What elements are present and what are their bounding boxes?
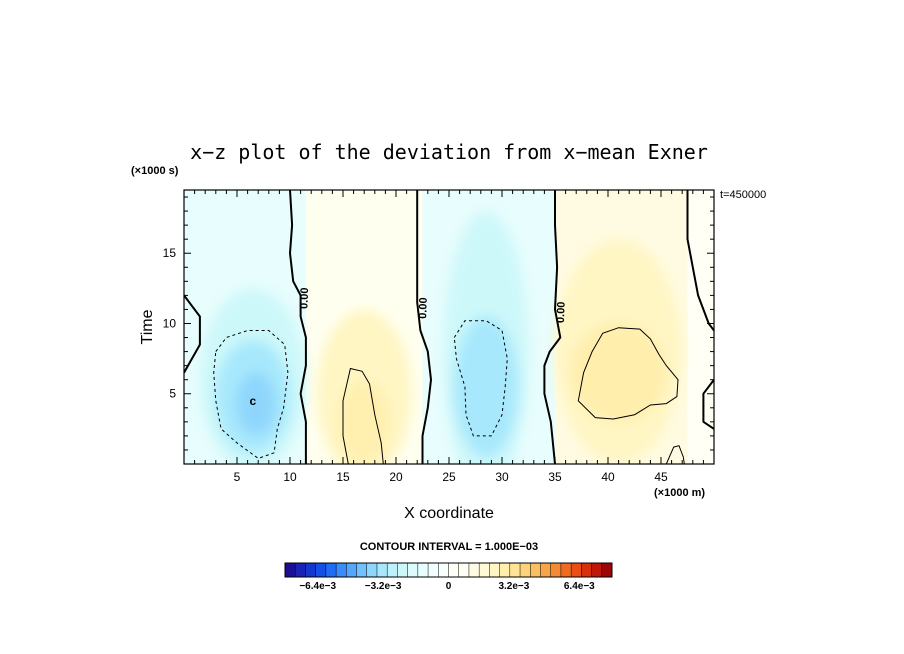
x-tick-label: 25: [442, 470, 456, 484]
colorbar-swatch: [571, 563, 582, 577]
x-tick-label: 10: [283, 470, 297, 484]
colorbar-tick-label: −6.4e−3: [299, 581, 336, 592]
contour-negative: [213, 330, 289, 459]
chart-title: x−z plot of the deviation from x−mean Ex…: [190, 140, 708, 164]
colorbar-tick-label: 0: [446, 581, 452, 592]
colorbar-swatch: [376, 563, 388, 577]
axes: 5 10 15 20 25 30 35 40 45 5 10 15: [163, 190, 714, 484]
x-tick-label: 45: [654, 470, 668, 484]
colorbar-swatch: [540, 563, 551, 577]
contour-zero: [702, 379, 714, 430]
colorbar-swatch: [325, 563, 337, 577]
colorbar-swatch: [356, 563, 368, 577]
contour-positive: [577, 327, 679, 420]
colorbar-swatch: [509, 563, 521, 577]
colorbar-tick-label: −3.2e−3: [365, 581, 402, 592]
plot-area: 0.00 0.00 0.00 c 5 10 15 20 25 30 35 40 45 5 10 15: [163, 189, 715, 484]
x-tick-label: 5: [234, 470, 241, 484]
colorbar-swatch: [305, 563, 316, 577]
contour-zero: [543, 190, 562, 464]
colorbar-swatch: [397, 563, 408, 577]
colorbar-swatch: [591, 563, 603, 577]
field-blob: [236, 372, 276, 435]
y-tick-label: 5: [169, 387, 176, 401]
contour-label: 0.00: [298, 287, 311, 309]
x-tick-label: 40: [601, 470, 615, 484]
colorbar-swatch: [407, 563, 419, 577]
contour-positive: [665, 445, 685, 464]
y-tick-label: 10: [163, 316, 177, 330]
colorbar-swatch: [315, 563, 327, 577]
contour-interval-text: CONTOUR INTERVAL = 1.000E−03: [360, 541, 538, 553]
colorbar-swatch: [550, 563, 562, 577]
colorbar-swatch: [295, 563, 306, 577]
colorbar-swatch: [417, 563, 429, 577]
colorbar-swatch: [428, 563, 439, 577]
colorbar-tick-label: 3.2e−3: [498, 581, 529, 592]
colorbar-swatch: [499, 563, 511, 577]
field-band: [687, 190, 714, 464]
colorbar-swatch: [336, 563, 347, 577]
x-tick-label: 35: [548, 470, 562, 484]
contour-zero: [416, 190, 432, 464]
colorbar-swatch: [560, 563, 572, 577]
contour-zero: [686, 190, 714, 332]
field-blob: [337, 379, 391, 464]
colorbar-swatch: [458, 563, 470, 577]
colorbar-swatch: [520, 563, 531, 577]
colorbar-tick-label: 6.4e−3: [564, 581, 595, 592]
contour-lines: [184, 190, 714, 464]
colorbar-swatch: [601, 563, 613, 577]
y-tick-label: 15: [163, 246, 177, 260]
shaded-field: [184, 190, 714, 464]
colorbar-swatch: [448, 563, 460, 577]
colorbar-swatch: [468, 563, 480, 577]
colorbar-swatch: [581, 563, 592, 577]
y-axis-label: Time: [139, 309, 156, 344]
x-axis-unit: (×1000 m): [654, 487, 705, 499]
x-axis-label: X coordinate: [404, 505, 494, 522]
colorbar-swatch: [438, 563, 449, 577]
contour-labels: 0.00 0.00 0.00 c: [250, 287, 568, 407]
x-tick-label: 30: [495, 470, 509, 484]
contour-negative: [453, 320, 508, 437]
colorbar-swatch: [366, 563, 378, 577]
colorbar: −6.4e−3 −3.2e−3 0 3.2e−3 6.4e−3: [284, 562, 613, 592]
field-blob: [570, 323, 667, 422]
contour-label: 0.00: [417, 297, 430, 319]
contour-zero: [184, 294, 201, 374]
time-label: t=450000: [720, 189, 766, 201]
x-tick-label: 20: [389, 470, 403, 484]
contour-positive: [342, 367, 384, 464]
y-axis-unit: (×1000 s): [131, 165, 179, 177]
colorbar-swatch: [346, 563, 357, 577]
colorbar-swatch: [489, 563, 500, 577]
colorbar-swatch: [530, 563, 541, 577]
contour-label: 0.00: [555, 301, 568, 323]
contour-zero: [289, 190, 307, 464]
colorbar-swatch: [479, 563, 490, 577]
colorbar-swatch: [387, 563, 398, 577]
colorbar-swatch: [285, 563, 296, 577]
x-tick-label: 15: [336, 470, 350, 484]
colorbar-frame: [284, 562, 613, 578]
minimum-marker: c: [250, 394, 257, 408]
field-blob: [454, 316, 518, 457]
